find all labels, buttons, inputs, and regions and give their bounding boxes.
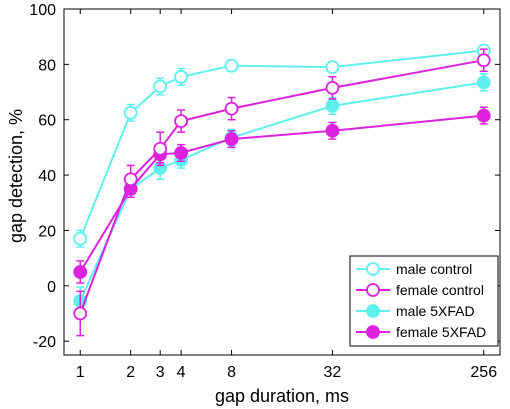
x-axis-label: gap duration, ms [215,386,349,406]
data-point [476,75,491,90]
legend-item: male control [356,261,472,277]
data-point [153,79,168,94]
y-tick-label: 100 [29,2,56,19]
x-tick-label: 1 [76,364,85,381]
data-point [476,53,491,68]
x-tick-label: 32 [324,364,342,381]
x-tick-label: 8 [227,364,236,381]
legend-label: male control [396,261,472,277]
legend-item: male 5XFAD [356,303,475,319]
y-tick-label: 80 [38,57,56,74]
series-line [79,49,484,240]
y-tick-label: 20 [38,223,56,240]
data-point [174,114,189,129]
data-point [325,123,340,138]
x-tick-label: 2 [126,364,135,381]
x-tick-label: 3 [156,364,165,381]
legend-label: male 5XFAD [396,303,475,319]
y-axis-label: gap detection, % [6,109,26,243]
axes [63,8,501,356]
y-tick-label: 40 [38,168,56,185]
legend-label: female 5XFAD [396,324,486,340]
series-female-control [73,48,491,337]
x-axis-ticks: 1 2 3 4 8 32 256 [76,9,497,381]
legend-item: female control [356,282,484,298]
plot-frame [63,8,501,356]
data-point [476,108,491,123]
data-point [174,69,189,84]
legend-marker [366,262,380,276]
x-tick-label: 256 [470,364,497,381]
data-point [325,98,340,113]
data-point [73,231,88,246]
series-line [79,114,484,273]
data-point [123,105,138,120]
legend-marker [366,325,380,339]
data-point [325,80,340,95]
data-point [153,141,168,156]
legend-label: female control [396,282,484,298]
data-point [123,172,138,187]
legend-marker [366,283,380,297]
legend-marker [366,304,380,318]
plot-area [73,43,491,337]
y-tick-label: -20 [33,334,56,351]
data-point [224,101,239,116]
data-point [73,306,88,321]
data-point [224,58,239,73]
series-male-control [73,43,491,248]
y-tick-label: 0 [47,279,56,296]
data-point [73,265,88,279]
data-point [325,60,340,75]
y-axis-ticks: -20 0 20 40 60 80 100 [29,2,500,351]
legend-item: female 5XFAD [356,324,486,340]
y-tick-label: 60 [38,113,56,130]
data-point [174,146,189,160]
data-point [224,132,239,146]
x-tick-label: 4 [177,364,186,381]
legend: male control female control male 5XFAD fema… [349,255,499,347]
